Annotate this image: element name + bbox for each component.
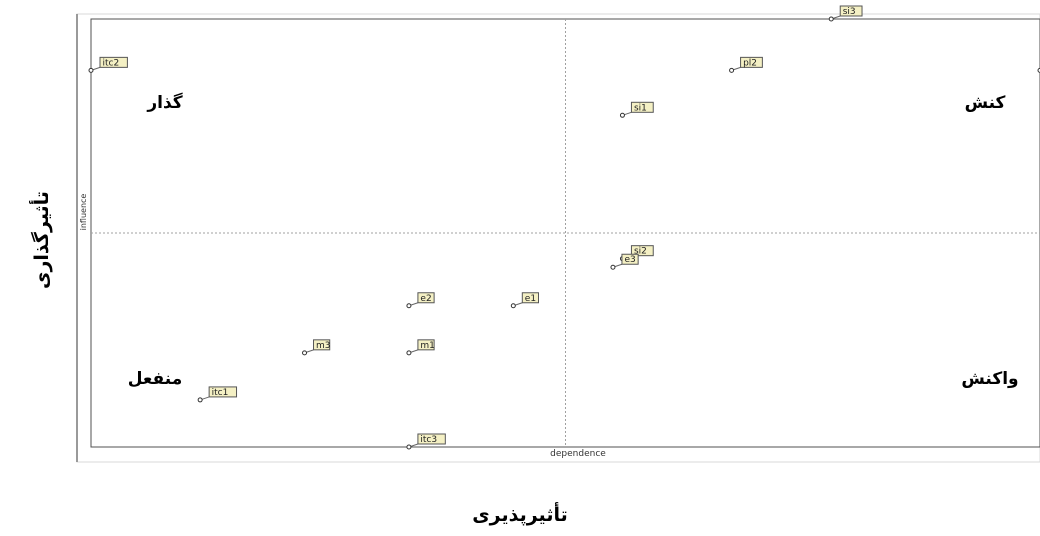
point-group-itc1: itc1 [197,386,238,403]
point-group-e1: e1 [510,292,540,309]
x-axis-label: dependence [550,449,606,459]
point-label-m1: m1 [420,341,435,351]
point-group-m1: m1 [406,339,435,356]
data-point-m3 [302,350,308,356]
data-point-e1 [510,303,516,309]
point-label-box-si1 [630,101,654,113]
point-label-box-e3 [621,253,639,265]
chart-frame [76,13,1040,463]
quadrant-label-top-right: کنش [965,93,1006,113]
data-point-e3 [610,264,616,270]
point-label-e1: e1 [525,294,536,304]
data-point-si3 [828,16,834,22]
point-label-box-itc1 [208,386,238,398]
point-label-box-si3 [839,5,863,17]
point-label-box-m1 [417,339,435,351]
point-group-itc3: itc3 [406,433,446,450]
point-label-e3: e3 [624,255,635,265]
point-label-e2: e2 [420,294,431,304]
point-label-box-itc2 [99,56,128,68]
point-label-si3: si3 [843,7,856,17]
quadrant-label-bottom-left: منفعل [128,369,182,389]
point-label-box-e1 [521,292,540,304]
point-label-si1: si1 [634,103,647,113]
data-point-itc2 [88,67,94,73]
data-point-itc1 [197,397,203,403]
data-point-pl2 [729,67,735,73]
y-outer-title: تأثیرگذاری [31,191,53,289]
data-point-m1 [406,350,412,356]
y-axis-label: influence [79,194,88,231]
point-label-box-pl2 [740,56,763,68]
x-outer-title: تأثیرپذیری [472,504,568,526]
point-label-itc2: itc2 [103,58,120,68]
point-label-itc1: itc1 [212,388,229,398]
data-point-itc3 [406,444,412,450]
quadrant-label-top-left: گذار [146,92,182,113]
data-point-e2 [406,303,412,309]
point-label-m3: m3 [316,341,331,351]
points-layer: itc2si3pl2pl1si1si2e3e2e1m3m1itc1itc3 [88,5,1040,450]
point-label-pl2: pl2 [743,58,757,68]
point-label-box-itc3 [417,433,446,445]
point-group-e2: e2 [406,292,435,309]
quadrant-label-bottom-right: واکنش [961,369,1018,389]
data-point-si1 [619,112,625,118]
point-group-m3: m3 [302,339,331,356]
point-label-box-m3 [313,339,331,351]
point-group-pl2: pl2 [729,56,763,73]
point-group-itc2: itc2 [88,56,128,73]
point-label-box-e2 [417,292,435,304]
point-group-si1: si1 [619,101,654,118]
point-group-e3: e3 [610,253,639,270]
point-group-si3: si3 [828,5,863,22]
point-label-box-si2 [630,245,654,257]
point-label-si2: si2 [634,247,647,257]
point-label-itc3: itc3 [420,435,437,445]
